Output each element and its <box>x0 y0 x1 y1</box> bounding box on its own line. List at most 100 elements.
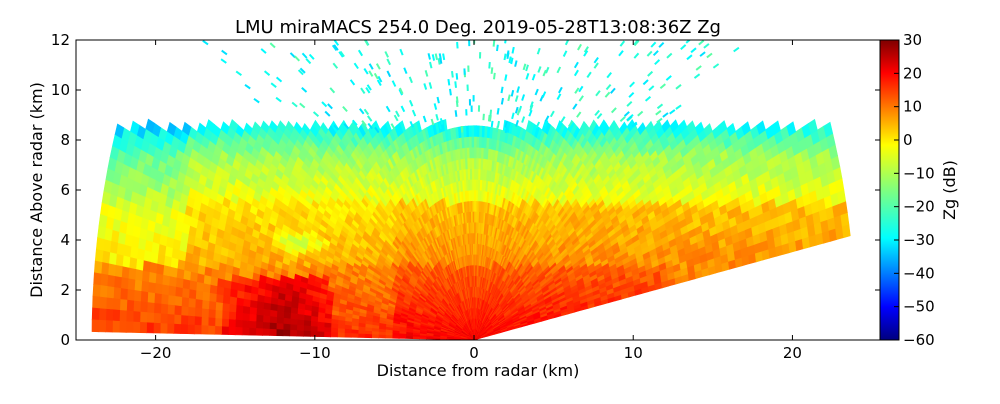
radar-cell <box>101 262 109 275</box>
radar-cell <box>194 317 201 326</box>
radar-cell <box>196 291 203 301</box>
radar-cell <box>447 339 454 340</box>
radar-cell <box>209 301 216 310</box>
radar-cell <box>202 292 209 301</box>
radar-cell <box>358 330 365 334</box>
radar-cell <box>136 259 144 271</box>
radar-cell <box>222 327 229 335</box>
radar-cell <box>433 338 440 340</box>
radar-cell <box>176 278 184 288</box>
radar-cell <box>476 147 479 158</box>
radar-cell <box>236 298 243 306</box>
radar-cell <box>148 282 156 293</box>
radar-cell <box>128 279 136 291</box>
chart-title: LMU miraMACS 254.0 Deg. 2019-05-28T13:08… <box>235 17 721 38</box>
radar-cell <box>201 326 208 335</box>
radar-cell <box>263 316 270 323</box>
radar-cell <box>147 292 154 303</box>
radar-cell <box>222 311 229 319</box>
radar-cell <box>283 318 290 325</box>
radar-cell <box>109 253 117 266</box>
radar-cell <box>379 335 386 338</box>
radar-cell <box>174 324 181 334</box>
radar-cell <box>242 321 249 329</box>
radar-cell <box>116 254 124 267</box>
radar-cell <box>249 321 256 328</box>
radar-cell <box>99 297 106 309</box>
radar-cell <box>476 126 479 137</box>
radar-cell <box>119 321 126 332</box>
radar-cell <box>210 285 217 294</box>
radar-cell <box>263 329 270 336</box>
radar-cell <box>93 285 101 298</box>
radar-cell <box>147 303 154 314</box>
radar-cell <box>229 312 236 320</box>
radar-cell <box>385 335 392 338</box>
radar-cell <box>242 328 249 335</box>
radar-cell <box>157 254 165 265</box>
radar-cell <box>222 319 229 327</box>
radar-cell <box>203 284 210 294</box>
radar-cell <box>419 337 426 339</box>
radar-cell <box>351 334 358 338</box>
radar-cell <box>304 331 311 336</box>
radar-cell <box>208 318 215 327</box>
radar-cell <box>215 302 222 311</box>
radar-cell <box>216 286 223 295</box>
radar-cell <box>189 281 196 291</box>
radar-cell <box>183 279 190 289</box>
radar-cell <box>188 325 195 334</box>
radar-cell <box>304 315 311 321</box>
ice-speckle <box>638 112 643 116</box>
radar-cell <box>174 306 181 316</box>
radar-cell <box>170 267 178 278</box>
radar-cell <box>133 311 140 322</box>
radar-cell <box>181 325 188 334</box>
radar-cell <box>120 288 127 300</box>
radar-cell <box>392 336 399 339</box>
radar-cell <box>147 313 154 324</box>
radar-cell <box>243 299 250 307</box>
radar-cell <box>474 136 477 147</box>
radar-cell <box>108 264 116 277</box>
radar-cell <box>113 299 120 311</box>
radar-cell <box>242 313 249 321</box>
radar-cell <box>208 326 215 334</box>
radar-cell <box>209 293 216 302</box>
radar-cell <box>150 252 158 264</box>
radar-cell <box>317 332 324 337</box>
radar-cell <box>140 302 147 313</box>
radar-cell <box>99 309 106 321</box>
radar-cell <box>304 326 311 332</box>
radar-cell <box>235 327 242 335</box>
radar-cell <box>310 326 317 331</box>
ice-speckle <box>300 103 305 107</box>
radar-cell <box>122 267 130 279</box>
radar-cell <box>126 322 133 333</box>
radar-cell <box>106 309 113 321</box>
radar-cell <box>181 315 188 325</box>
radar-cell <box>196 282 204 292</box>
radar-cell <box>181 306 188 316</box>
radar-cell <box>127 300 134 311</box>
radar-cell <box>331 332 338 337</box>
radar-cell <box>344 333 351 337</box>
radar-cell <box>215 318 222 326</box>
radar-cell <box>317 327 324 332</box>
ice-speckle <box>536 122 539 128</box>
radar-cell <box>236 313 243 321</box>
radar-cell <box>194 325 201 334</box>
radar-cell <box>122 256 130 268</box>
radar-cell <box>229 297 236 306</box>
radar-cell <box>114 276 122 288</box>
radar-cell <box>160 323 167 333</box>
radar-cell <box>92 320 99 332</box>
radar-cell <box>160 314 167 324</box>
radar-cell <box>270 310 277 317</box>
radar-cell <box>249 314 256 322</box>
radar-cell <box>276 330 283 336</box>
radar-cell <box>263 322 270 329</box>
radar-cell <box>440 338 447 339</box>
